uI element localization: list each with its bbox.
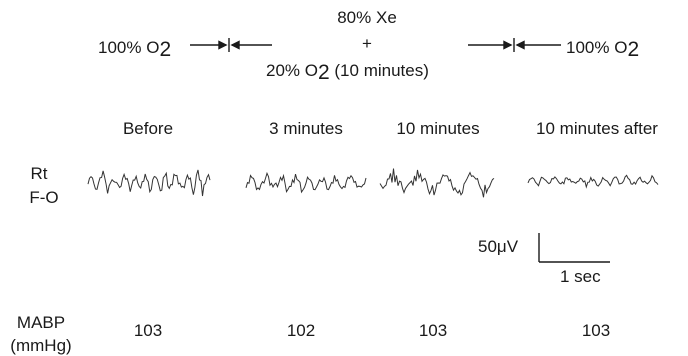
- condition-before: Before: [122, 119, 174, 138]
- condition-3-minutes: 3 minutes: [269, 119, 343, 138]
- xe-mix-duration: (10 minutes): [329, 61, 429, 80]
- mabp-value-10-minutes: 103: [418, 321, 448, 340]
- right-arrow-in-head: [503, 40, 513, 50]
- right-arrow-out-head: [515, 40, 525, 50]
- eeg-traces: [87, 168, 659, 198]
- left-o2-prefix: 100% O: [98, 38, 160, 57]
- scale-time-label: 1 sec: [560, 267, 601, 286]
- left-o2-subscript: 2: [159, 38, 172, 61]
- trace-before: [87, 169, 211, 197]
- channel-label-line1: Rt: [30, 164, 48, 183]
- mabp-label-line1: MABP: [16, 313, 66, 332]
- left-o2-label: 100% O2: [98, 36, 171, 60]
- right-o2-prefix: 100% O: [566, 38, 628, 57]
- mabp-value-10-minutes-after: 103: [581, 321, 611, 340]
- channel-label-line2: F-O: [29, 188, 59, 207]
- xe-mix-plus: +: [362, 34, 372, 53]
- left-arrow-out-head: [230, 40, 240, 50]
- condition-10-minutes: 10 minutes: [396, 119, 480, 138]
- mabp-value-3-minutes: 102: [286, 321, 316, 340]
- xe-mix-o2-subscript: 2: [317, 61, 330, 84]
- trace-10-minutes: [379, 168, 495, 198]
- trace-10-minutes-after: [527, 174, 659, 189]
- xe-mix-line3: 20% O2 (10 minutes): [266, 59, 429, 83]
- condition-10-minutes-after: 10 minutes after: [536, 119, 658, 138]
- transition-arrows: [190, 38, 561, 52]
- mabp-label-line2: (mmHg): [10, 336, 72, 355]
- xe-mix-o2-prefix: 20% O: [266, 61, 318, 80]
- scale-voltage-label: 50μV: [478, 237, 519, 256]
- mabp-value-before: 103: [133, 321, 163, 340]
- trace-3-minutes: [245, 171, 367, 194]
- right-o2-subscript: 2: [627, 38, 640, 61]
- xe-mix-line1: 80% Xe: [337, 8, 397, 27]
- right-o2-label: 100% O2: [566, 36, 639, 60]
- left-arrow-in-head: [218, 40, 228, 50]
- scale-bar: [538, 233, 610, 263]
